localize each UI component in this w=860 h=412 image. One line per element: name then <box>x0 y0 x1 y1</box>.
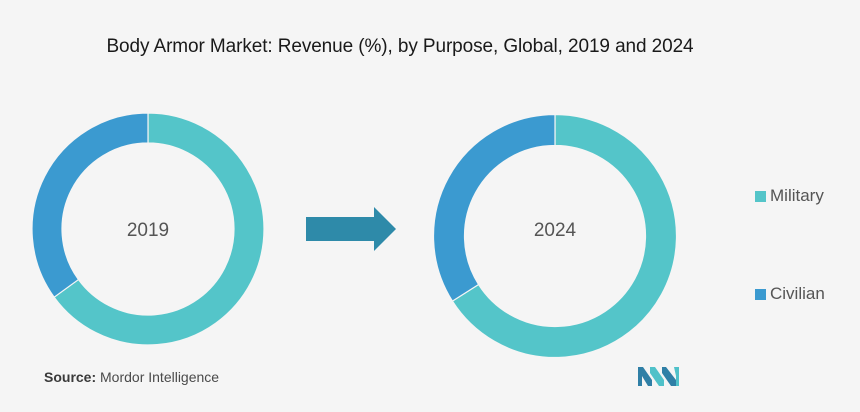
legend-item-civilian: Civilian <box>755 284 825 304</box>
source-label: Source: <box>44 369 97 385</box>
donut-chart-2024 <box>432 113 678 359</box>
legend-swatch-civilian <box>755 288 766 300</box>
center-label-2024: 2024 <box>534 220 577 241</box>
legend-swatch-military <box>755 190 766 202</box>
donut-segment-military-2024 <box>451 113 678 359</box>
donut-segment-civilian-2019 <box>31 112 149 299</box>
mordor-logo-icon <box>638 367 679 386</box>
donut-chart-2019 <box>31 112 265 346</box>
source-text: Mordor Intelligence <box>100 369 220 385</box>
arrow-icon <box>306 207 396 251</box>
donut-segment-military-2019 <box>53 112 265 346</box>
legend-label-military: Military <box>770 186 824 205</box>
chart-title: Body Armor Market: Revenue (%), by Purpo… <box>106 36 694 57</box>
donut-segment-civilian-2024 <box>432 113 556 302</box>
source-note: Source: Mordor Intelligence <box>44 369 219 385</box>
legend-label-civilian: Civilian <box>770 284 825 303</box>
legend-item-military: Military <box>755 186 824 206</box>
center-label-2019: 2019 <box>127 220 169 241</box>
